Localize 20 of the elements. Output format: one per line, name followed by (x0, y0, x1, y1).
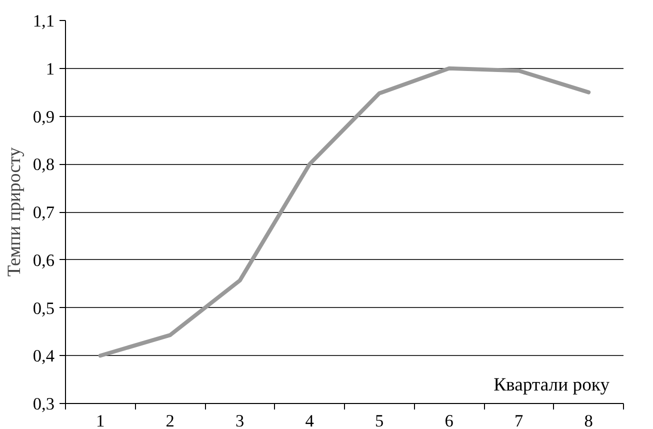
x-axis-title: Квартали року (494, 374, 610, 396)
y-tick-label: 0,8 (32, 155, 55, 174)
y-tick-label: 1 (46, 59, 55, 78)
x-tick-label: 5 (375, 412, 384, 429)
y-tick-label: 0,7 (32, 203, 55, 222)
y-tick-label: 0,6 (32, 250, 55, 270)
x-tick-label: 3 (236, 412, 244, 429)
x-tick-label: 7 (514, 412, 524, 429)
line-series (98, 66, 591, 358)
y-tick-label: 1,1 (32, 12, 55, 30)
x-tick-label: 4 (305, 412, 314, 429)
x-tick-label: 1 (96, 412, 105, 429)
y-tick-label: 0,3 (32, 394, 55, 414)
x-tick-label: 6 (444, 412, 454, 429)
y-tick-label: 0,5 (32, 298, 55, 318)
y-tick-label: 0,9 (32, 107, 55, 126)
y-tick-label: 0,4 (32, 346, 55, 366)
x-tick-label: 2 (166, 412, 174, 429)
x-tick-label: 8 (584, 412, 593, 429)
y-axis-title: Темпи приросту (4, 146, 25, 277)
